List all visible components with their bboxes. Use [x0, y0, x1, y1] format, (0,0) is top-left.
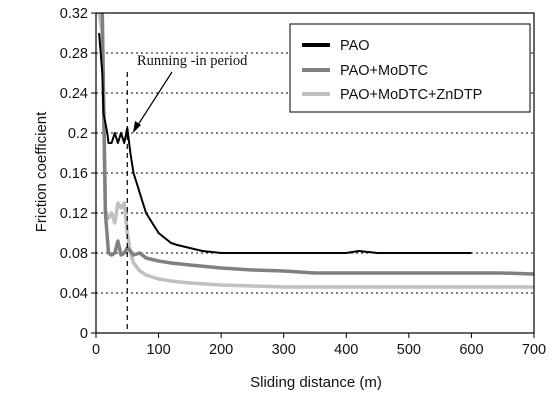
x-tick-label: 500	[397, 342, 421, 358]
legend-label-pao: PAO	[340, 38, 370, 54]
y-axis-label: Friction coefficient	[33, 111, 50, 232]
y-tick-labels: 0 0.04 0.08 0.12 0.16 0.2 0.24 0.28 0.32	[60, 6, 96, 342]
x-tick-label: 600	[459, 342, 483, 358]
y-tick-label: 0.16	[60, 166, 88, 182]
y-tick-label: 0.12	[60, 206, 88, 222]
x-axis-label: Sliding distance (m)	[250, 374, 382, 391]
y-tick-label: 0	[80, 326, 88, 342]
legend-entry-pao: PAO	[302, 38, 370, 54]
series-line-pao-modtc-zndtp	[97, 12, 534, 289]
running-in-annotation: Running -in period	[126, 53, 248, 333]
legend-entry-pao-modtc-zndtp: PAO+MoDTC+ZnDTP	[302, 87, 482, 103]
legend-entry-pao-modtc: PAO+MoDTC	[302, 63, 428, 79]
series-line-pao-modtc	[100, 12, 535, 276]
y-tick-label: 0.28	[60, 46, 88, 62]
y-tick-label: 0.08	[60, 246, 88, 262]
y-tick-label: 0.04	[60, 286, 88, 302]
x-tick-label: 100	[146, 342, 170, 358]
legend-label-pao-modtc: PAO+MoDTC	[340, 63, 428, 79]
x-tick-label: 400	[334, 342, 358, 358]
annotation-text: Running -in period	[137, 53, 248, 69]
x-tick-label: 700	[522, 342, 546, 358]
series-lines	[97, 12, 535, 289]
annotation-arrowhead	[133, 121, 141, 133]
x-tick-label: 300	[272, 342, 296, 358]
y-tick-label: 0.24	[60, 86, 88, 102]
y-tick-label: 0.2	[68, 126, 88, 142]
legend-label-pao-modtc-zndtp: PAO+MoDTC+ZnDTP	[340, 87, 482, 103]
x-tick-label: 200	[209, 342, 233, 358]
series-line-pao	[98, 32, 472, 254]
y-tick-label: 0.32	[60, 6, 88, 22]
x-tick-labels: 0 100 200 300 400 500 600 700	[92, 333, 546, 358]
x-tick-label: 0	[92, 342, 100, 358]
annotation-arrow	[135, 71, 173, 129]
legend: PAO PAO+MoDTC PAO+MoDTC+ZnDTP	[289, 23, 531, 113]
